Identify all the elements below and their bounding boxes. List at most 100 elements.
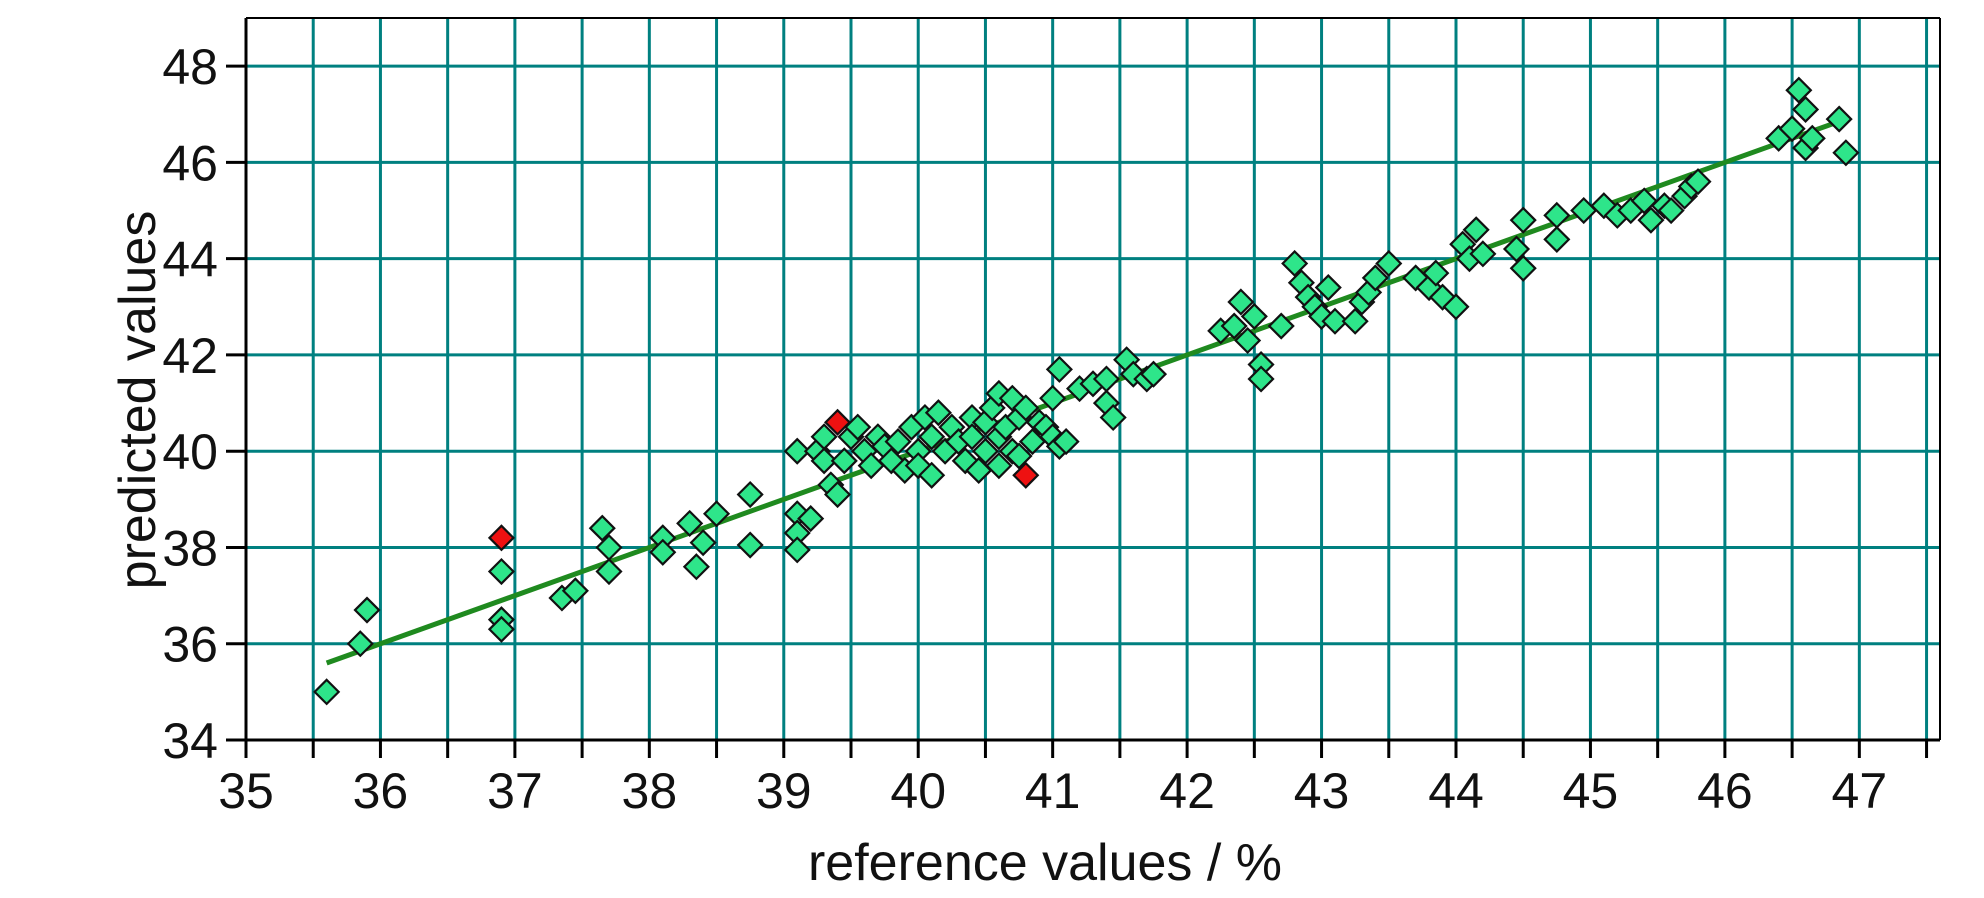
data-point <box>703 500 731 528</box>
data-point <box>313 678 341 706</box>
y-tick-label: 44 <box>162 232 218 288</box>
data-point <box>1509 206 1537 234</box>
y-tick-label: 46 <box>162 135 218 191</box>
data-point <box>1375 249 1403 278</box>
data-points <box>313 76 1860 706</box>
outlier-point <box>487 524 515 552</box>
data-point <box>1469 240 1497 268</box>
tick-labels: 35 36 37 38 39 40 41 42 43 44 45 46 47 34 36 38 40 42 44 46… <box>162 39 1887 819</box>
data-point <box>346 630 374 658</box>
x-axis-title: reference values / % <box>808 834 1282 892</box>
data-point <box>924 399 952 427</box>
outlier-point <box>824 408 852 436</box>
data-point <box>1502 235 1531 263</box>
data-point <box>1052 428 1080 456</box>
data-point <box>1045 355 1073 383</box>
x-tick-label: 39 <box>756 763 812 819</box>
data-point <box>1005 442 1033 470</box>
data-point <box>1220 312 1248 340</box>
data-point <box>1341 307 1369 335</box>
data-point <box>1267 312 1295 340</box>
data-point <box>1361 264 1389 292</box>
data-point <box>958 423 986 451</box>
y-tick-label: 38 <box>162 520 218 576</box>
y-tick-label: 36 <box>162 617 218 673</box>
data-point <box>1462 216 1490 244</box>
data-point <box>918 423 946 451</box>
data-point <box>1039 384 1067 412</box>
data-point <box>1012 394 1040 422</box>
data-point <box>783 536 811 564</box>
data-point <box>884 428 912 456</box>
data-point <box>1139 360 1168 388</box>
data-point <box>951 447 979 475</box>
x-tick-label: 43 <box>1294 763 1350 819</box>
data-point <box>1832 139 1860 167</box>
data-point <box>1281 249 1309 278</box>
x-tick-label: 47 <box>1832 763 1888 819</box>
data-point <box>1099 403 1127 432</box>
data-point <box>588 514 616 542</box>
data-point <box>1240 302 1268 330</box>
data-point <box>1308 302 1336 330</box>
y-axis-title: predicted values <box>109 211 167 590</box>
data-point <box>1321 307 1349 335</box>
data-point <box>985 452 1013 480</box>
data-point <box>736 480 764 509</box>
data-point <box>561 577 589 605</box>
data-point <box>1590 192 1618 220</box>
data-point <box>1442 293 1470 321</box>
axes <box>226 17 1941 758</box>
data-point <box>1234 326 1262 355</box>
data-point <box>1637 206 1665 234</box>
data-point <box>1792 95 1820 124</box>
data-point <box>1778 115 1806 143</box>
data-point <box>353 596 381 624</box>
data-point <box>487 615 515 643</box>
data-point <box>1543 225 1571 253</box>
data-point <box>1684 168 1712 196</box>
data-point <box>689 529 717 557</box>
data-point <box>676 509 704 537</box>
data-point <box>985 379 1013 407</box>
data-point <box>1314 273 1342 302</box>
data-point <box>736 531 764 559</box>
data-point <box>487 557 515 586</box>
data-point <box>824 480 852 509</box>
data-point <box>1227 288 1255 316</box>
y-tick-label: 34 <box>162 713 218 769</box>
x-tick-label: 44 <box>1428 763 1484 819</box>
x-tick-label: 45 <box>1563 763 1619 819</box>
data-point <box>682 553 710 581</box>
x-tick-label: 40 <box>890 763 946 819</box>
data-point <box>918 461 946 489</box>
data-point <box>1798 124 1826 152</box>
outlier-point <box>1012 461 1040 489</box>
x-tick-label: 37 <box>487 763 543 819</box>
data-point <box>1429 283 1457 311</box>
x-tick-label: 42 <box>1159 763 1215 819</box>
data-point <box>595 557 623 586</box>
data-point <box>810 447 838 475</box>
data-point <box>1630 187 1658 215</box>
x-tick-label: 38 <box>622 763 678 819</box>
x-tick-label: 35 <box>218 763 274 819</box>
data-point <box>1509 254 1537 282</box>
data-point <box>783 437 811 465</box>
y-tick-label: 42 <box>162 328 218 384</box>
data-point <box>1825 105 1853 133</box>
data-point <box>1657 196 1685 225</box>
grid-lines <box>246 18 1940 740</box>
data-point <box>649 538 677 566</box>
data-point <box>971 437 999 465</box>
data-point <box>1785 76 1813 104</box>
data-point <box>877 447 905 475</box>
data-point <box>1247 365 1275 393</box>
data-point <box>797 505 825 533</box>
data-point <box>1422 259 1450 287</box>
x-tick-label: 41 <box>1025 763 1081 819</box>
y-tick-label: 48 <box>162 39 218 95</box>
y-tick-label: 40 <box>162 424 218 480</box>
x-tick-label: 36 <box>353 763 409 819</box>
